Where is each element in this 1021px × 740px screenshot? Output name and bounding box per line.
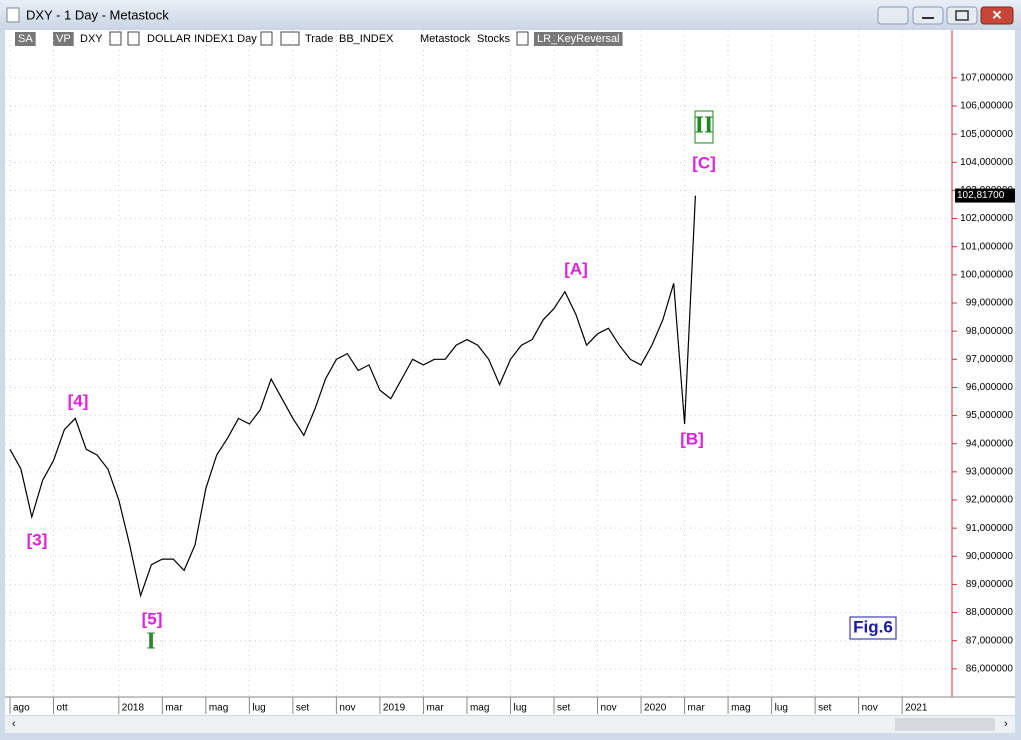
toolbar-item[interactable]: Stocks xyxy=(477,33,511,45)
close-button[interactable] xyxy=(980,6,1014,25)
x-tick-label: mag xyxy=(731,703,750,714)
dropdown-button[interactable] xyxy=(260,31,273,46)
wave-label: [4] xyxy=(68,391,89,410)
y-tick-label: 91,000000 xyxy=(966,523,1014,534)
y-tick-label: 97,000000 xyxy=(966,354,1014,365)
title-bar xyxy=(0,0,1021,30)
toolbar-item[interactable]: SA xyxy=(18,33,33,45)
x-tick-label: mag xyxy=(470,703,489,714)
x-tick-label: set xyxy=(818,703,832,714)
toolbar-item[interactable]: DOLLAR INDEX xyxy=(147,33,228,45)
toolbar-item[interactable]: DXY xyxy=(80,33,103,45)
y-tick-label: 87,000000 xyxy=(966,635,1014,646)
dropdown-button[interactable] xyxy=(516,31,529,46)
restore-all-button[interactable] xyxy=(877,6,909,25)
toolbar-item[interactable]: VP xyxy=(56,33,71,45)
y-tick-label: 104,000000 xyxy=(960,157,1013,168)
last-price-tag xyxy=(955,188,1015,203)
x-tick-label: nov xyxy=(601,703,617,714)
toolbar-button[interactable] xyxy=(53,32,74,46)
y-tick-label: 96,000000 xyxy=(966,382,1014,393)
dropdown-button[interactable] xyxy=(109,31,122,46)
toolbar-item[interactable]: 1 Day xyxy=(228,33,257,45)
wave-label: Fig.6 xyxy=(853,617,893,636)
toolbar-item[interactable]: LR_KeyReversal xyxy=(537,33,620,45)
toolbar-button[interactable] xyxy=(534,32,623,46)
x-tick-label: set xyxy=(557,703,571,714)
annotation-box xyxy=(694,110,714,144)
x-tick-label: nov xyxy=(862,703,878,714)
dropdown-button[interactable] xyxy=(127,31,140,46)
x-tick-label: lug xyxy=(513,703,526,714)
window-title: DXY - 1 Day - Metastock xyxy=(26,7,169,22)
x-tick-label: lug xyxy=(252,703,265,714)
toolbar-button[interactable] xyxy=(15,32,36,46)
wave-label: [5] xyxy=(142,609,163,628)
y-tick-label: 92,000000 xyxy=(966,495,1014,506)
plot: 86,000000 87,000000 88,000000 89,000000 90,0… xyxy=(5,30,1015,714)
y-tick-label: 98,000000 xyxy=(966,326,1014,337)
y-tick-label: 99,000000 xyxy=(966,298,1014,309)
scrollbar[interactable] xyxy=(5,716,1015,733)
annotation-box xyxy=(849,616,897,640)
x-tick-label: 2020 xyxy=(644,703,667,714)
x-tick-label: lug xyxy=(775,703,788,714)
maximize-button[interactable] xyxy=(946,6,978,25)
wave-label: II xyxy=(695,113,714,139)
scroll-left[interactable]: ‹ xyxy=(12,718,16,730)
y-tick-label: 94,000000 xyxy=(966,438,1014,449)
maximize-icon xyxy=(955,10,969,21)
scroll-right[interactable]: › xyxy=(1004,718,1008,730)
x-tick-label: ago xyxy=(13,703,30,714)
last-price-label: 102,81700 xyxy=(957,190,1005,201)
y-tick-label: 95,000000 xyxy=(966,410,1014,421)
price-line xyxy=(9,195,696,598)
x-tick-label: set xyxy=(296,703,310,714)
x-tick-label: 2019 xyxy=(383,703,406,714)
minimize-button[interactable] xyxy=(912,6,944,25)
y-tick-label: 86,000000 xyxy=(966,663,1014,674)
scroll-thumb[interactable] xyxy=(895,718,995,731)
x-tick-label: mar xyxy=(426,703,444,714)
toolbar-item[interactable]: Trade xyxy=(305,33,333,45)
x-tick-label: 2018 xyxy=(122,703,145,714)
wave-label: [A] xyxy=(564,259,588,278)
y-tick-label: 93,000000 xyxy=(966,466,1014,477)
y-tick-label: 105,000000 xyxy=(960,129,1013,140)
x-tick-label: nov xyxy=(339,703,355,714)
y-tick-label: 107,000000 xyxy=(960,72,1013,83)
y-tick-label: 100,000000 xyxy=(960,269,1013,280)
y-tick-label: 88,000000 xyxy=(966,607,1014,618)
wave-label: [B] xyxy=(680,429,704,448)
y-tick-label: 90,000000 xyxy=(966,551,1014,562)
y-tick-label: 106,000000 xyxy=(960,101,1013,112)
x-tick-label: mag xyxy=(209,703,228,714)
y-tick-label: 102,000000 xyxy=(960,213,1013,224)
dropdown-button[interactable] xyxy=(280,31,300,46)
x-tick-label: 2021 xyxy=(905,703,928,714)
wave-label: I xyxy=(146,629,155,655)
close-icon: ✕ xyxy=(992,7,1003,22)
toolbar-item[interactable]: Metastock xyxy=(420,33,471,45)
wave-label: [3] xyxy=(27,530,48,549)
app-icon xyxy=(6,7,20,23)
y-tick-label: 89,000000 xyxy=(966,579,1014,590)
x-tick-label: mar xyxy=(165,703,183,714)
x-tick-label: mar xyxy=(688,703,706,714)
y-tick-label: 101,000000 xyxy=(960,241,1013,252)
toolbar-item[interactable]: BB_INDEX xyxy=(339,33,394,45)
wave-label: [C] xyxy=(692,153,716,172)
x-tick-label: ott xyxy=(57,703,68,714)
